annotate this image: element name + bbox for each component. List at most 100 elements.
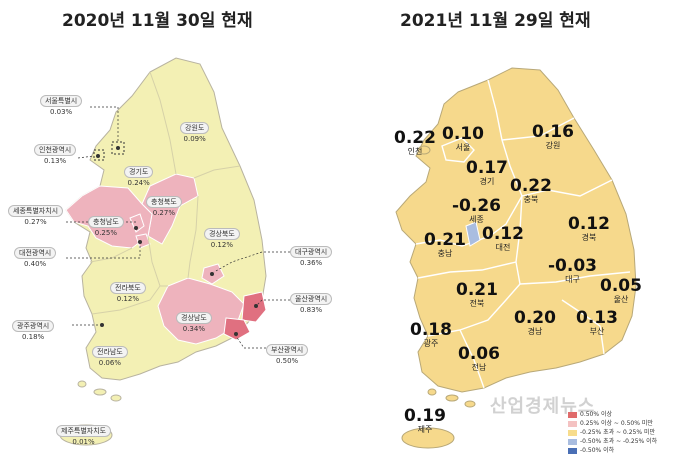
right-label-ulsan: 0.05 울산	[600, 276, 642, 305]
region-value: 0.25%	[94, 229, 117, 237]
right-island	[417, 145, 431, 155]
region-value: 0.12	[482, 224, 524, 244]
left-region-sejong	[129, 213, 145, 233]
left-label-chungnam: 충청남도 0.25%	[88, 216, 124, 239]
right-label-jeonbuk: 0.21 전북	[456, 280, 498, 309]
region-value: 0.12	[568, 214, 610, 234]
right-label-incheon: 0.22 인천	[394, 128, 436, 157]
left-label-gyeongbuk: 경상북도 0.12%	[204, 228, 240, 251]
region-name: 전남	[471, 363, 487, 372]
region-value: 0.05	[600, 276, 642, 296]
region-name: 경상북도	[204, 228, 240, 240]
left-label-daejeon: 대전광역시 0.40%	[14, 247, 57, 270]
legend-item: -0.25% 초과 ~ 0.25% 미만	[568, 428, 657, 437]
region-value: 0.06%	[98, 359, 121, 367]
right-label-busan: 0.13 부산	[576, 308, 618, 337]
region-value: 0.19	[404, 406, 446, 426]
region-name: 전라북도	[110, 282, 146, 294]
legend-swatch	[568, 447, 577, 454]
region-name: 서울특별시	[40, 95, 83, 107]
region-value: 0.01%	[72, 438, 95, 446]
left-island	[110, 394, 122, 402]
left-map-title: 2020년 11월 30일 현재	[62, 11, 253, 31]
left-label-ulsan: 울산광역시 0.83%	[290, 293, 333, 316]
region-name: 경기도	[124, 166, 154, 178]
region-value: 0.20	[514, 308, 556, 328]
legend-item: 0.25% 이상 ~ 0.50% 미만	[568, 419, 657, 428]
region-value: 0.13	[576, 308, 618, 328]
region-name: 충북	[523, 195, 539, 204]
region-value: 0.34%	[182, 325, 205, 333]
region-value: 0.22	[510, 176, 552, 196]
legend-swatch	[568, 429, 577, 436]
region-name: 대전	[495, 243, 511, 252]
right-label-chungnam: 0.21 충남	[424, 230, 466, 259]
left-map-borders	[89, 71, 241, 315]
legend-item: 0.50% 이상	[568, 410, 657, 419]
right-label-jeju: 0.19 제주	[404, 406, 446, 435]
left-region-daejeon	[135, 233, 151, 249]
region-value: 0.27%	[152, 209, 175, 217]
region-value: 0.24%	[127, 179, 150, 187]
region-value: 0.12%	[116, 295, 139, 303]
left-region-ulsan	[241, 291, 267, 323]
left-region-busan	[223, 317, 251, 341]
left-island	[93, 388, 107, 396]
left-label-busan: 부산광역시 0.50%	[266, 344, 309, 367]
right-label-sejong: -0.26 세종	[452, 196, 501, 225]
left-label-seoul: 서울특별시 0.03%	[40, 95, 83, 118]
legend-swatch	[568, 411, 577, 418]
legend: 0.50% 이상 0.25% 이상 ~ 0.50% 미만 -0.25% 초과 ~…	[568, 410, 657, 455]
region-value: -0.26	[452, 196, 501, 216]
region-value: 0.21	[456, 280, 498, 300]
region-value: 0.18	[410, 320, 452, 340]
right-label-chungbuk: 0.22 충북	[510, 176, 552, 205]
right-label-gyeongnam: 0.20 경남	[514, 308, 556, 337]
region-value: 0.09%	[183, 135, 206, 143]
legend-item: -0.50% 이하	[568, 446, 657, 455]
legend-label: -0.25% 초과 ~ 0.25% 미만	[580, 429, 656, 436]
left-label-gangwon: 강원도 0.09%	[180, 122, 210, 145]
region-value: 0.18%	[21, 333, 45, 341]
legend-label: -0.50% 이하	[580, 447, 615, 454]
left-label-chungbuk: 충청북도 0.27%	[146, 196, 182, 219]
region-name: 세종	[469, 215, 484, 224]
region-name: 대구	[565, 275, 580, 284]
region-name: 대전광역시	[14, 247, 57, 259]
region-value: 0.12%	[210, 241, 233, 249]
left-label-gwangju: 광주광역시 0.18%	[12, 320, 55, 343]
region-name: 서울	[455, 143, 471, 152]
region-value: 0.40%	[23, 260, 47, 268]
region-name: 제주	[417, 425, 433, 434]
region-name: 대구광역시	[290, 246, 333, 258]
region-value: 0.21	[424, 230, 466, 250]
right-label-gwangju: 0.18 광주	[410, 320, 452, 349]
right-label-jeonnam: 0.06 전남	[458, 344, 500, 373]
region-name: 인천광역시	[34, 144, 77, 156]
left-label-incheon: 인천광역시 0.13%	[34, 144, 77, 167]
left-label-daegu: 대구광역시 0.36%	[290, 246, 333, 269]
right-region-sejong	[465, 221, 481, 247]
region-name: 충청북도	[146, 196, 182, 208]
region-name: 강원	[545, 141, 561, 150]
right-label-gyeongbuk: 0.12 경북	[568, 214, 610, 243]
region-name: 부산	[589, 327, 605, 336]
region-value: 0.22	[394, 128, 436, 148]
region-value: 0.10	[442, 124, 484, 144]
region-value: 0.36%	[299, 259, 323, 267]
region-name: 경북	[581, 233, 597, 242]
right-label-daejeon: 0.12 대전	[482, 224, 524, 253]
left-leader-lines	[66, 106, 294, 349]
region-value: 0.06	[458, 344, 500, 364]
region-name: 충청남도	[88, 216, 124, 228]
right-region-seoul	[441, 137, 475, 163]
left-label-jeonbuk: 전라북도 0.12%	[110, 282, 146, 305]
region-value: 0.83%	[299, 306, 323, 314]
right-map	[395, 67, 637, 449]
region-value: 0.03%	[49, 108, 73, 116]
legend-swatch	[568, 420, 577, 427]
left-label-sejong: 세종특별자치시 0.27%	[8, 205, 64, 228]
region-name: 경상남도	[176, 312, 212, 324]
region-value: 0.13%	[43, 157, 67, 165]
